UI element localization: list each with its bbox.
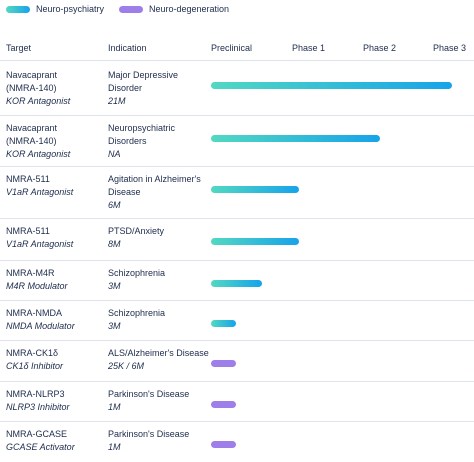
phase-header: Preclinical [211, 43, 253, 53]
target: NMRA-NLRP3 [6, 389, 65, 399]
market-size: 3M [108, 321, 121, 331]
indication: Schizophrenia [108, 308, 166, 318]
mechanism: GCASE Activator [6, 442, 75, 452]
progress-bar [211, 441, 236, 448]
progress-bar [211, 135, 380, 142]
progress-bar [211, 360, 236, 367]
mechanism: KOR Antagonist [6, 96, 71, 106]
legend-swatch [6, 6, 30, 13]
target: (NMRA-140) [6, 83, 57, 93]
mechanism: V1aR Antagonist [6, 239, 74, 249]
market-size: 3M [108, 281, 121, 291]
indication: Parkinson's Disease [108, 389, 190, 399]
row-divider [0, 115, 474, 116]
indication: Agitation in Alzheimer's [108, 174, 201, 184]
legend-swatch [119, 6, 143, 13]
row-divider [0, 300, 474, 301]
row-divider [0, 260, 474, 261]
progress-bar [211, 186, 300, 193]
mechanism: M4R Modulator [6, 281, 68, 291]
indication: Disorder [108, 83, 143, 93]
indication: Disease [108, 187, 141, 197]
market-size: NA [108, 149, 121, 159]
target: NMRA-511 [6, 174, 50, 184]
indication: Schizophrenia [108, 268, 166, 278]
target: NMRA-GCASE [6, 429, 68, 439]
indication: PTSD/Anxiety [108, 226, 165, 236]
market-size: 1M [108, 402, 121, 412]
header-divider [0, 60, 474, 61]
phase-header: Phase 2 [363, 43, 397, 53]
mechanism: KOR Antagonist [6, 149, 71, 159]
legend-label: Neuro-degeneration [149, 4, 230, 14]
column-header: Indication [108, 43, 147, 53]
target: (NMRA-140) [6, 136, 57, 146]
target: NMRA-511 [6, 226, 50, 236]
market-size: 1M [108, 442, 121, 452]
row-divider [0, 381, 474, 382]
target: Navacaprant [6, 70, 58, 80]
market-size: 21M [108, 96, 126, 106]
indication: Neuropsychiatric [108, 123, 176, 133]
progress-bar [211, 401, 236, 408]
progress-bar [211, 238, 300, 245]
progress-bar [211, 280, 263, 287]
phase-header: Phase 1 [292, 43, 326, 53]
target: NMRA-CK1δ [6, 348, 59, 358]
market-size: 6M [108, 200, 121, 210]
row-divider [0, 166, 474, 167]
target: NMRA-NMDA [6, 308, 62, 318]
mechanism: V1aR Antagonist [6, 187, 74, 197]
mechanism: NLRP3 Inhibitor [6, 402, 70, 412]
row-divider [0, 421, 474, 422]
legend-label: Neuro-psychiatry [36, 4, 105, 14]
indication: Major Depressive [108, 70, 179, 80]
column-header: Target [6, 43, 32, 53]
indication: ALS/Alzheimer's Disease [108, 348, 209, 358]
phase-header: Phase 3 [432, 43, 466, 53]
market-size: 25K / 6M [108, 361, 145, 371]
target: Navacaprant [6, 123, 58, 133]
indication: Parkinson's Disease [108, 429, 190, 439]
target: NMRA-M4R [6, 268, 55, 278]
market-size: 8M [108, 239, 121, 249]
progress-bar [211, 82, 452, 89]
progress-bar [211, 320, 236, 327]
row-divider [0, 340, 474, 341]
mechanism: NMDA Modulator [6, 321, 75, 331]
mechanism: CK1δ Inhibitor [6, 361, 64, 371]
indication: Disorders [108, 136, 147, 146]
row-divider [0, 218, 474, 219]
